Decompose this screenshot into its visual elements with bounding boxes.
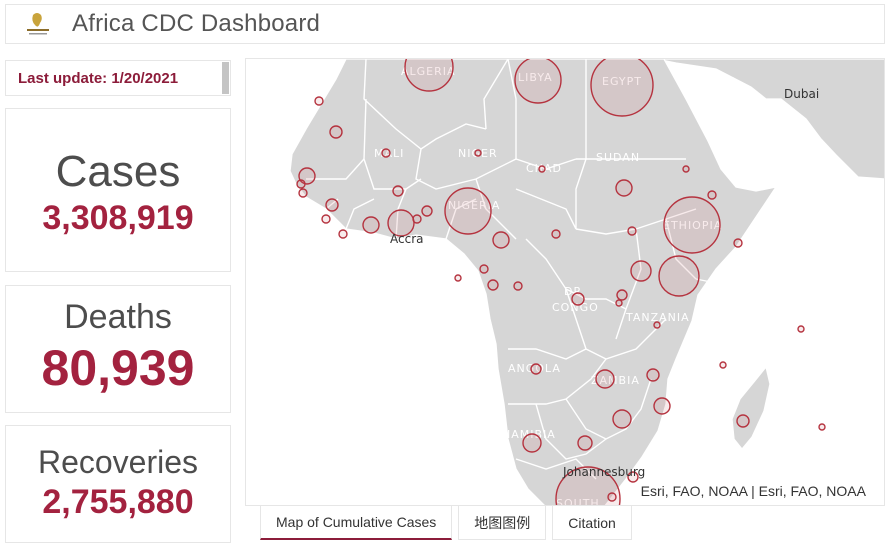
marker-drc[interactable] — [571, 292, 585, 306]
map-attribution: Esri, FAO, NOAA | Esri, FAO, NOAA — [640, 483, 866, 499]
label-tanzania: TANZANIA — [625, 311, 690, 324]
marker-lesotho[interactable] — [627, 471, 639, 483]
label-congo: CONGO — [552, 301, 599, 314]
marker-madagascar[interactable] — [736, 414, 750, 428]
app-title: Africa CDC Dashboard — [72, 10, 321, 37]
label-saudi: SAUDI — [696, 75, 735, 88]
last-update-text: Last update: 1/20/2021 — [18, 69, 179, 87]
marker-somalia[interactable] — [733, 238, 743, 248]
cases-label: Cases — [55, 147, 181, 196]
marker-liberia[interactable] — [338, 229, 348, 239]
marker-niger[interactable] — [474, 149, 482, 157]
tab-cumulative-cases[interactable]: Map of Cumulative Cases — [260, 506, 453, 540]
marker-botswana[interactable] — [577, 435, 593, 451]
city-johannesburg: Johannesburg — [562, 465, 645, 479]
label-algeria: ALGERIA — [401, 65, 456, 78]
tab-citation[interactable]: Citation — [552, 506, 632, 540]
marker-benin[interactable] — [421, 205, 433, 217]
marker-chad[interactable] — [538, 165, 546, 173]
marker-guinea[interactable] — [325, 198, 339, 212]
marker-malawi[interactable] — [646, 368, 660, 382]
marker-burkina[interactable] — [392, 185, 404, 197]
marker-mali[interactable] — [381, 148, 391, 158]
marker-nigeria[interactable] — [444, 187, 492, 235]
marker-libya[interactable] — [514, 59, 562, 104]
marker-rwanda[interactable] — [616, 289, 628, 301]
marker-tanzania[interactable] — [653, 321, 661, 329]
marker-ivory-coast[interactable] — [362, 216, 380, 234]
marker-car[interactable] — [551, 229, 561, 239]
marker-comoros[interactable] — [719, 361, 727, 369]
africa-cdc-logo — [18, 5, 58, 43]
recoveries-panel: Recoveries 2,755,880 — [5, 425, 231, 543]
marker-namibia[interactable] — [522, 433, 542, 453]
deaths-value: 80,939 — [41, 340, 195, 396]
africa-land — [289, 59, 778, 505]
label-nigeria: NIGERIA — [448, 199, 500, 212]
marker-eswatini[interactable] — [607, 492, 617, 502]
app-header: Africa CDC Dashboard — [5, 4, 885, 44]
label-arabia: ARABIA — [692, 92, 739, 105]
marker-togo[interactable] — [412, 214, 422, 224]
marker-angola[interactable] — [530, 363, 542, 375]
marker-morocco[interactable] — [314, 96, 324, 106]
map-tabs: Map of Cumulative Cases 地图图例 Citation — [260, 506, 638, 542]
city-dubai: Dubai — [784, 87, 819, 101]
marker-ethiopia[interactable] — [663, 196, 721, 254]
label-angola: ANGOLA — [508, 362, 561, 375]
city-accra: Accra — [390, 232, 423, 246]
label-egypt: EGYPT — [602, 75, 642, 88]
marker-sudan[interactable] — [615, 179, 633, 197]
africa-map[interactable]: ALGERIA LIBYA EGYPT SAUDI ARABIA MALI NI… — [246, 59, 885, 506]
marker-algeria[interactable] — [404, 59, 454, 92]
label-niger: NIGER — [458, 147, 498, 160]
marker-djibouti[interactable] — [707, 190, 717, 200]
marker-sao-tome[interactable] — [454, 274, 462, 282]
last-update-panel: Last update: 1/20/2021 — [5, 60, 231, 96]
marker-seychelles[interactable] — [797, 325, 805, 333]
marker-south-sudan[interactable] — [627, 226, 637, 236]
arabia-land — [655, 59, 884, 180]
label-zambia: ZAMBIA — [591, 374, 640, 387]
recoveries-label: Recoveries — [37, 444, 199, 480]
recoveries-value: 2,755,880 — [42, 483, 194, 521]
deaths-panel: Deaths 80,939 — [5, 285, 231, 413]
marker-guinea-bissau[interactable] — [298, 188, 308, 198]
label-libya: LIBYA — [518, 71, 553, 84]
marker-eq-guinea[interactable] — [479, 264, 489, 274]
marker-south-africa[interactable] — [555, 466, 621, 506]
label-chad: CHAD — [526, 162, 562, 175]
cases-panel: Cases 3,308,919 — [5, 108, 231, 272]
label-south: SOUTH — [556, 497, 600, 506]
marker-sierra-leone[interactable] — [321, 214, 331, 224]
marker-gabon[interactable] — [487, 279, 499, 291]
map-view[interactable]: ALGERIA LIBYA EGYPT SAUDI ARABIA MALI NI… — [245, 58, 885, 506]
marker-zambia[interactable] — [595, 369, 615, 389]
madagascar-land — [731, 365, 771, 451]
marker-eritrea[interactable] — [682, 165, 690, 173]
tab-legend[interactable]: 地图图例 — [458, 506, 547, 540]
label-dr: DR — [564, 285, 582, 298]
marker-burundi[interactable] — [615, 299, 623, 307]
label-ethiopia: ETHIOPIA — [663, 219, 722, 232]
marker-ghana[interactable] — [387, 209, 415, 237]
marker-uganda[interactable] — [630, 260, 652, 282]
marker-cameroon[interactable] — [492, 231, 510, 249]
cases-value: 3,308,919 — [42, 199, 194, 237]
label-mali: MALI — [374, 147, 404, 160]
marker-congo[interactable] — [513, 281, 523, 291]
scrollbar[interactable] — [222, 62, 229, 94]
marker-egypt[interactable] — [590, 59, 654, 117]
marker-zimbabwe[interactable] — [612, 409, 632, 429]
marker-kenya[interactable] — [658, 255, 700, 297]
marker-mauritius[interactable] — [818, 423, 826, 431]
marker-gambia[interactable] — [296, 179, 306, 189]
marker-mauritania[interactable] — [329, 125, 343, 139]
marker-mozambique[interactable] — [653, 397, 671, 415]
label-sudan: SUDAN — [596, 151, 640, 164]
deaths-label: Deaths — [64, 298, 172, 336]
